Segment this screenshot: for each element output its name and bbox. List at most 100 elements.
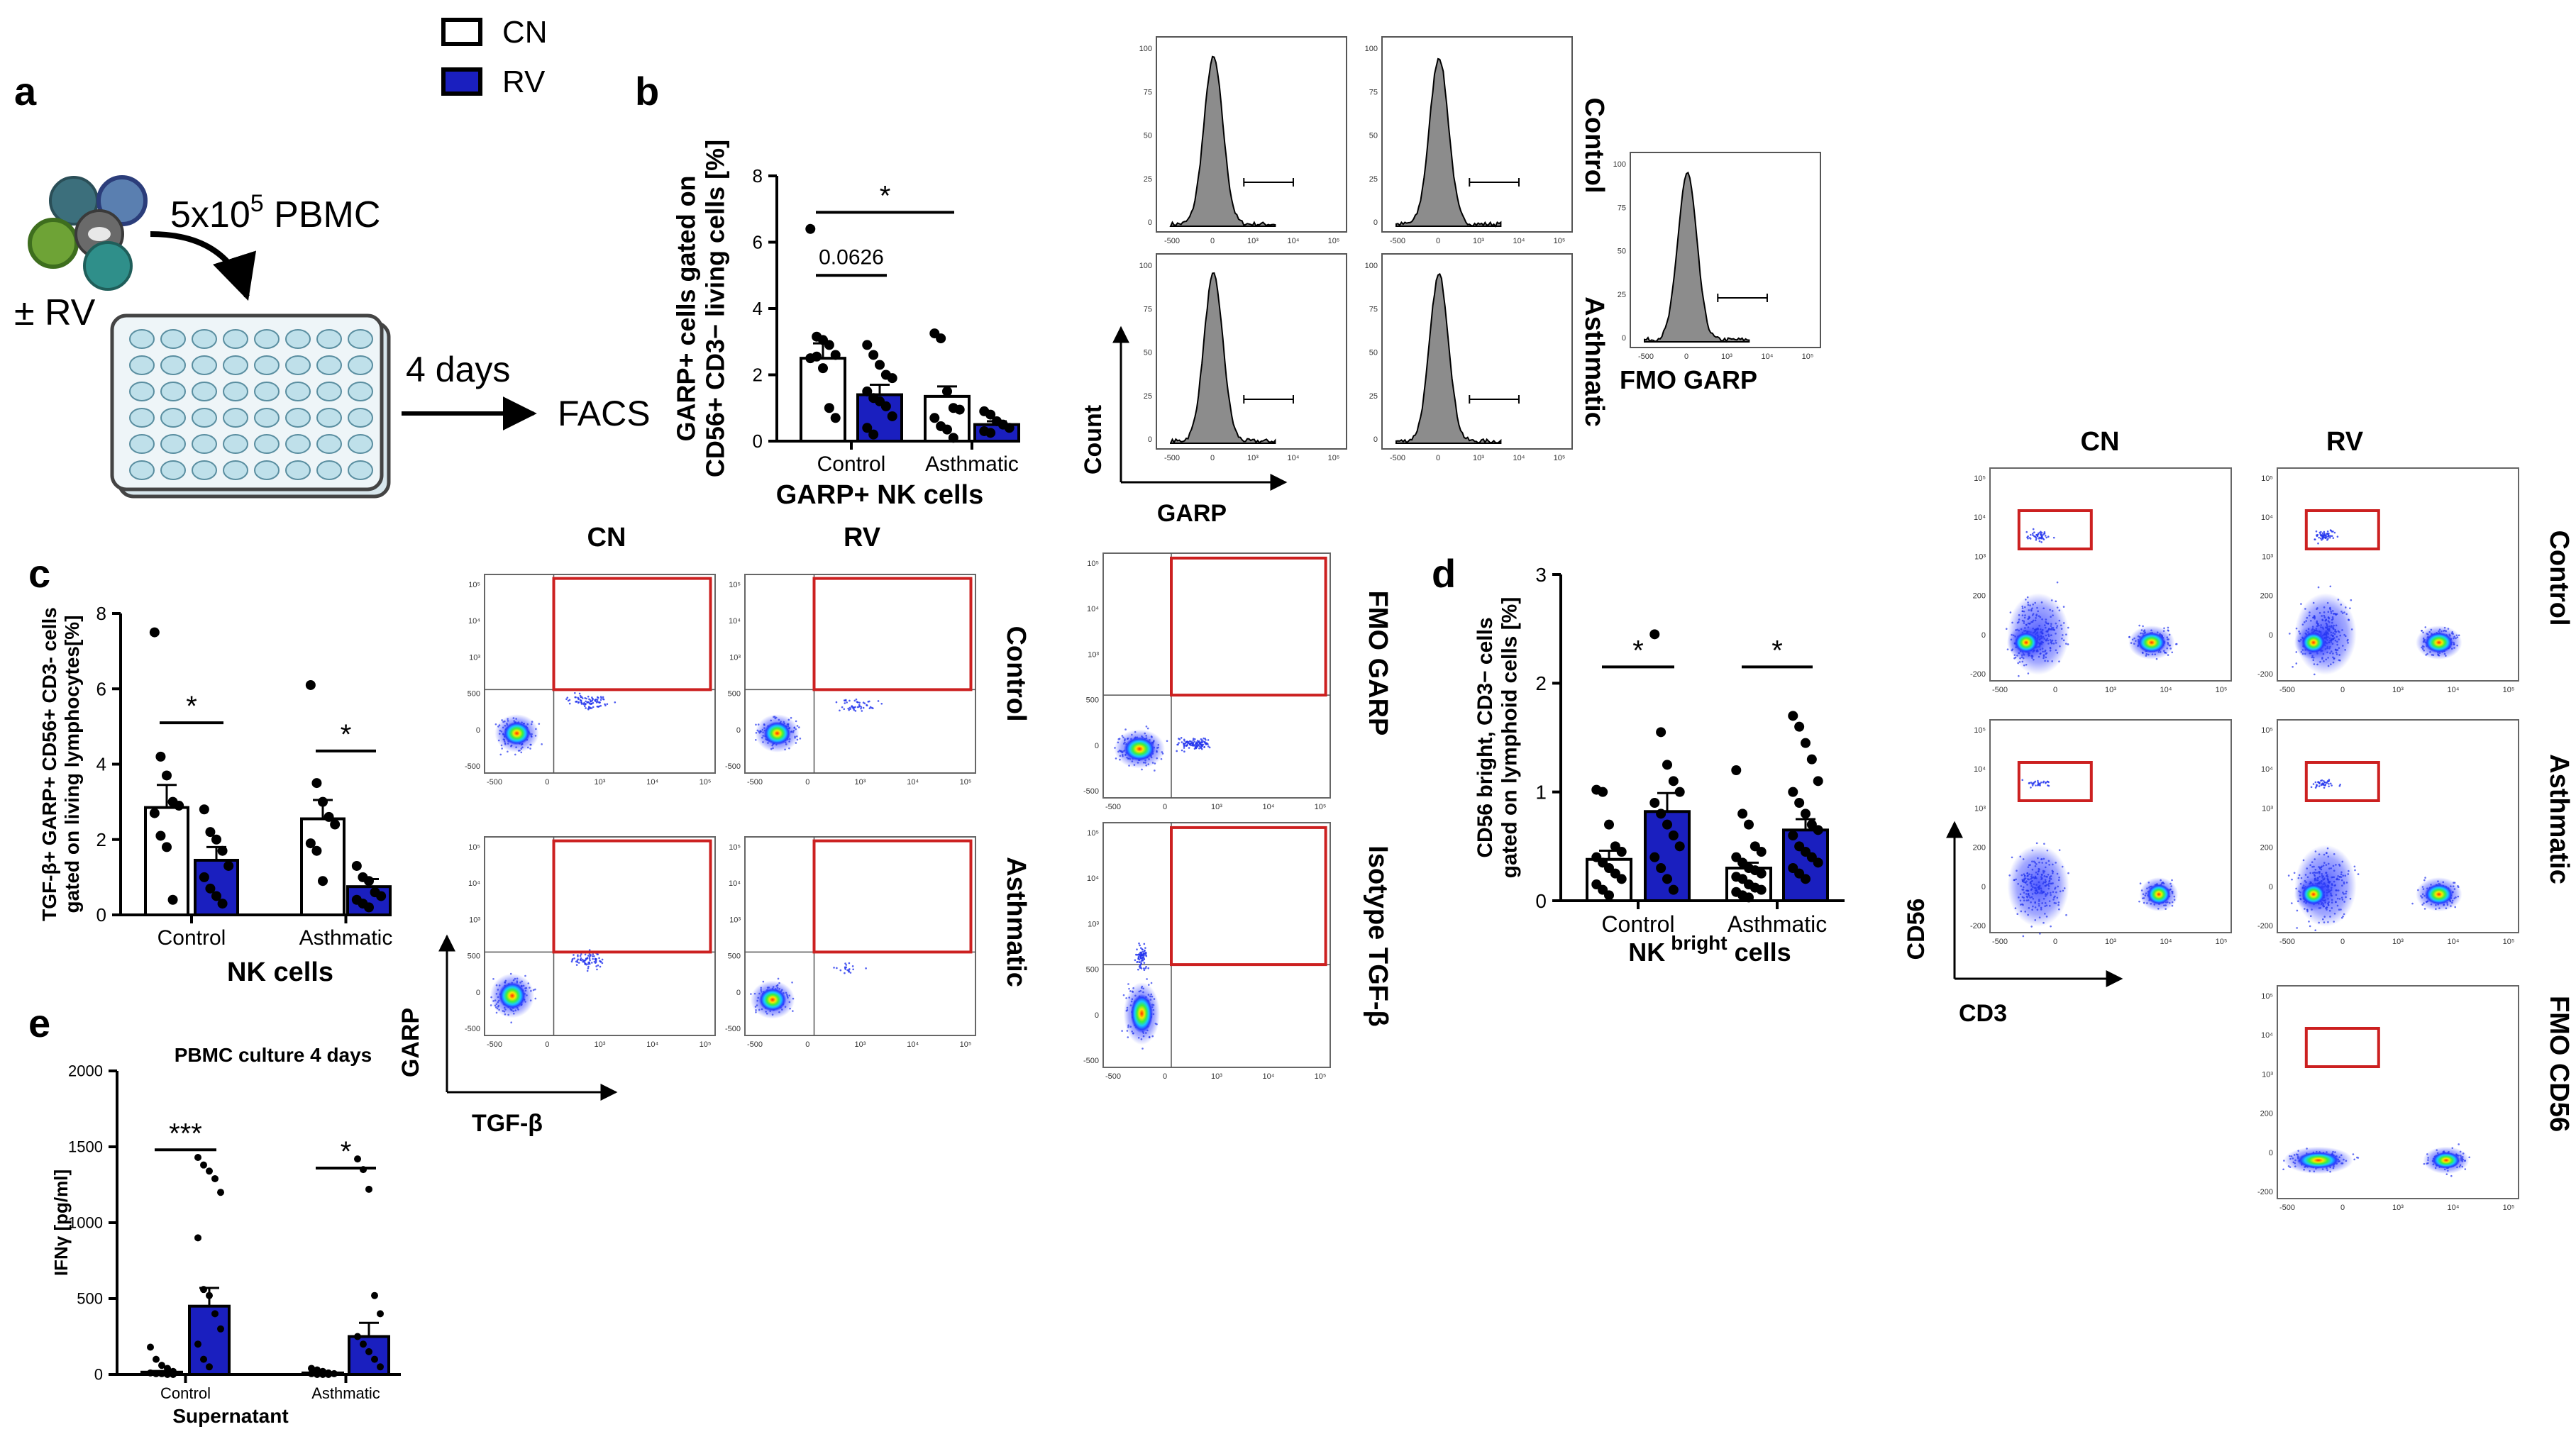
- dot-y-tick-label: 10⁵: [1974, 726, 1986, 735]
- event-dot: [2024, 911, 2027, 913]
- event-dot: [1122, 755, 1124, 757]
- event-dot: [599, 965, 602, 968]
- data-point: [1788, 830, 1798, 840]
- event-dot: [2040, 890, 2042, 893]
- event-dot: [2065, 913, 2067, 916]
- event-dot: [2162, 882, 2164, 884]
- event-dot: [2047, 628, 2050, 630]
- legend-cn-swatch: [441, 18, 482, 46]
- event-dot: [787, 996, 789, 999]
- event-dot: [2146, 887, 2148, 889]
- plate-well: [316, 460, 342, 480]
- hist-y-tick-label: 50: [1369, 349, 1378, 357]
- hist-y-tick-label: 0: [1622, 334, 1626, 343]
- event-dot: [1146, 978, 1148, 980]
- event-dot: [763, 723, 765, 726]
- event-dot: [2050, 625, 2052, 627]
- event-dot: [2038, 881, 2040, 884]
- panel-d-letter: d: [1432, 551, 1456, 596]
- y-tick-label: 1000: [68, 1214, 103, 1232]
- data-point: [985, 428, 996, 438]
- data-point: [880, 401, 891, 411]
- event-dot: [2033, 658, 2035, 661]
- event-dot: [2422, 640, 2425, 643]
- event-dot: [592, 953, 595, 955]
- event-dot: [2133, 643, 2135, 645]
- data-point: [812, 351, 822, 362]
- dot-x-tick-label: -500: [747, 1040, 763, 1049]
- event-dot: [577, 962, 580, 964]
- hist-x-tick-label: 10³: [1473, 237, 1484, 245]
- event-dot: [2333, 624, 2335, 627]
- event-dot: [2323, 780, 2325, 782]
- event-dot: [2460, 1155, 2462, 1157]
- event-dot: [848, 709, 850, 711]
- event-dot: [1121, 735, 1124, 737]
- gate-rectangle: [552, 839, 712, 954]
- event-dot: [2289, 1155, 2291, 1157]
- event-dot: [507, 743, 509, 745]
- event-dot: [2446, 904, 2449, 906]
- dot-y-tick-label: 0: [1981, 883, 1986, 891]
- event-dot: [2342, 891, 2344, 894]
- dot-c-x-label: TGF-β: [472, 1110, 543, 1137]
- data-point: [217, 845, 228, 856]
- event-dot: [2154, 653, 2157, 655]
- event-dot: [581, 958, 584, 961]
- event-dot: [516, 977, 519, 980]
- event-dot: [2050, 616, 2052, 618]
- event-dot: [2020, 904, 2022, 906]
- data-point: [936, 333, 946, 344]
- data-point: [1801, 809, 1811, 819]
- event-dot: [2044, 905, 2046, 907]
- event-dot: [2160, 879, 2162, 882]
- data-point: [158, 1362, 165, 1369]
- event-dot: [2282, 1168, 2284, 1171]
- event-dot: [2029, 896, 2031, 899]
- event-dot: [1144, 947, 1146, 949]
- event-dot: [1130, 1000, 1133, 1003]
- event-dot: [2322, 652, 2325, 655]
- data-point: [371, 1355, 378, 1363]
- event-dot: [2292, 666, 2294, 668]
- event-dot: [2044, 902, 2047, 904]
- event-dot: [755, 732, 758, 734]
- event-dot: [760, 989, 762, 991]
- dot-x-tick-label: 10³: [855, 778, 866, 787]
- dot-c-row-asthmatic: Asthmatic: [1001, 857, 1031, 987]
- event-dot: [1129, 990, 1132, 992]
- event-dot: [2350, 628, 2353, 630]
- event-dot: [2044, 650, 2046, 653]
- event-dot: [2029, 604, 2031, 606]
- event-dot: [590, 707, 593, 709]
- event-dot: [2420, 895, 2422, 897]
- event-dot: [2005, 628, 2008, 630]
- event-dot: [2042, 897, 2045, 900]
- event-dot: [2023, 899, 2025, 901]
- event-dot: [2037, 610, 2039, 613]
- event-dot: [1194, 744, 1197, 746]
- event-dot: [772, 747, 774, 750]
- category-label: Asthmatic: [1728, 911, 1827, 937]
- event-dot: [1153, 998, 1156, 1000]
- event-dot: [1123, 739, 1126, 742]
- data-point: [308, 1365, 315, 1372]
- event-dot: [2327, 855, 2330, 858]
- event-dot: [2047, 635, 2050, 638]
- event-dot: [2025, 530, 2028, 533]
- event-dot: [2142, 625, 2144, 628]
- event-dot: [1193, 740, 1195, 743]
- event-dot: [795, 728, 797, 730]
- event-dot: [761, 736, 763, 739]
- event-dot: [1134, 959, 1137, 962]
- dot-x-tick-label: 10⁵: [960, 1040, 972, 1049]
- event-dot: [793, 726, 796, 728]
- event-dot: [1203, 737, 1205, 740]
- event-dot: [2020, 628, 2023, 630]
- event-dot: [2057, 901, 2060, 904]
- event-dot: [865, 967, 867, 969]
- event-dot: [2026, 872, 2028, 874]
- event-dot: [2166, 638, 2169, 640]
- event-dot: [2049, 639, 2052, 641]
- data-point: [1813, 857, 1823, 868]
